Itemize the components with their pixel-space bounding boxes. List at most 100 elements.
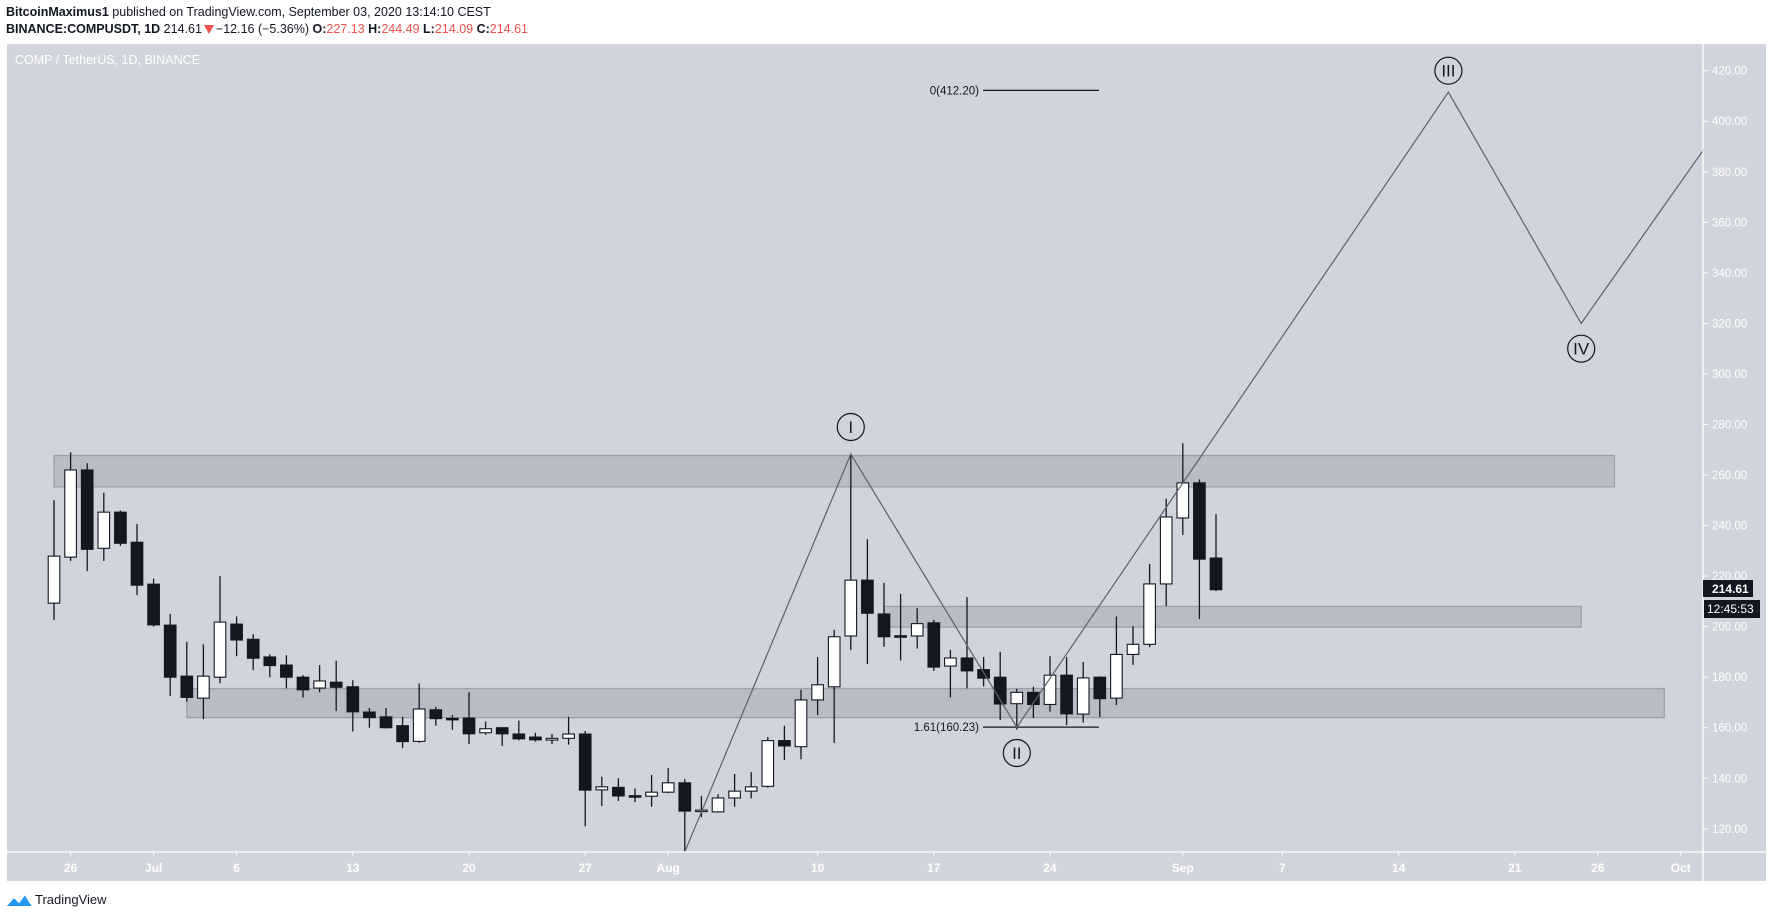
candle bbox=[744, 772, 758, 799]
support-zone-bottom[interactable] bbox=[186, 687, 1665, 719]
time-tick-label: Aug bbox=[657, 861, 680, 875]
candle bbox=[479, 721, 492, 735]
price-tick-label: 120.00 bbox=[1712, 824, 1747, 836]
candle bbox=[877, 582, 891, 647]
price-tick-label: 200.00 bbox=[1712, 622, 1747, 634]
candle bbox=[1010, 688, 1024, 730]
candle bbox=[529, 732, 542, 742]
candle bbox=[628, 788, 642, 803]
time-tick-label: 17 bbox=[927, 861, 941, 875]
fib-layer: 0(412.20) 1.61(160.23) bbox=[914, 85, 1099, 734]
tradingview-logo-icon bbox=[6, 892, 32, 906]
wave-label-ii[interactable]: II bbox=[1002, 738, 1031, 768]
price-tick-label: 280.00 bbox=[1712, 419, 1747, 431]
high-label: H: bbox=[368, 22, 382, 36]
time-axis[interactable]: 26 Jul 6 13 20 27 Aug 10 17 24 Sep 7 14 21 26 Oct bbox=[64, 852, 1691, 875]
elliott-wave-path[interactable] bbox=[684, 91, 1705, 853]
resistance-zone-top[interactable] bbox=[53, 454, 1616, 488]
candle bbox=[960, 597, 974, 689]
open-value: 227.13 bbox=[326, 22, 365, 36]
candle bbox=[1093, 676, 1107, 718]
wave-label-iv[interactable]: IV bbox=[1567, 334, 1596, 363]
svg-text:II: II bbox=[1012, 744, 1021, 763]
candle bbox=[296, 675, 310, 698]
candle bbox=[346, 680, 360, 732]
candle bbox=[1076, 662, 1090, 723]
candle bbox=[163, 614, 177, 696]
candle bbox=[545, 734, 559, 745]
svg-text:12:45:53: 12:45:53 bbox=[1707, 602, 1754, 616]
candle bbox=[246, 634, 260, 671]
price-tick-label: 260.00 bbox=[1712, 470, 1747, 482]
author-name[interactable]: BitcoinMaximus1 bbox=[6, 5, 109, 19]
high-value: 244.49 bbox=[381, 22, 420, 36]
candle bbox=[64, 452, 77, 561]
time-tick-label: 6 bbox=[233, 861, 240, 875]
candle bbox=[612, 778, 625, 802]
candle bbox=[578, 731, 592, 827]
low-value: 214.09 bbox=[434, 22, 474, 36]
candle bbox=[910, 608, 924, 649]
candle bbox=[1159, 498, 1173, 607]
price-tick-label: 140.00 bbox=[1712, 773, 1747, 785]
price-change: −12.16 (−5.36%) bbox=[215, 22, 310, 36]
candle bbox=[213, 576, 227, 684]
candle bbox=[661, 768, 675, 794]
close-value: 214.61 bbox=[489, 22, 529, 36]
price-tick-label: 380.00 bbox=[1712, 167, 1747, 179]
price-tick-label: 420.00 bbox=[1712, 66, 1747, 78]
time-tick-label: 20 bbox=[462, 861, 476, 875]
fib-level-label: 0(412.20) bbox=[930, 85, 979, 97]
candle bbox=[379, 708, 393, 729]
time-tick-label: 24 bbox=[1043, 861, 1057, 875]
candle bbox=[1126, 626, 1140, 666]
candle bbox=[47, 500, 61, 620]
svg-text:214.61: 214.61 bbox=[1712, 582, 1749, 596]
publish-info: BitcoinMaximus1 published on TradingView… bbox=[6, 5, 491, 19]
candle bbox=[844, 454, 858, 650]
wave-label-i[interactable]: I bbox=[836, 412, 865, 442]
time-tick-label: 7 bbox=[1279, 861, 1286, 875]
price-tick-label: 320.00 bbox=[1712, 318, 1747, 330]
candle bbox=[728, 773, 741, 807]
candle bbox=[1193, 479, 1206, 620]
candle bbox=[197, 644, 210, 720]
candle bbox=[794, 689, 808, 760]
time-tick-label: Jul bbox=[145, 861, 162, 875]
candle bbox=[595, 776, 609, 807]
low-label: L: bbox=[423, 22, 435, 36]
candle bbox=[811, 656, 824, 716]
price-tick-label: 180.00 bbox=[1712, 672, 1747, 684]
candle bbox=[711, 794, 725, 813]
price-tick-label: 240.00 bbox=[1712, 521, 1747, 533]
candle bbox=[396, 716, 409, 748]
candle bbox=[944, 649, 957, 698]
price-tick-label: 340.00 bbox=[1712, 268, 1747, 280]
candle bbox=[230, 616, 243, 657]
candle bbox=[894, 593, 907, 661]
candle bbox=[827, 629, 841, 743]
candle bbox=[645, 774, 658, 807]
price-tick-label: 160.00 bbox=[1712, 723, 1747, 735]
time-tick-label: 26 bbox=[1591, 861, 1605, 875]
candle bbox=[180, 641, 194, 702]
candle bbox=[927, 619, 941, 671]
price-tick-label: 300.00 bbox=[1712, 369, 1747, 381]
candle bbox=[1043, 656, 1057, 712]
candle bbox=[1143, 563, 1156, 648]
svg-text:III: III bbox=[1441, 62, 1455, 81]
chart-legend: COMP / TetherUS, 1D, BINANCE bbox=[15, 53, 200, 67]
candle bbox=[446, 715, 459, 730]
price-tick-label: 360.00 bbox=[1712, 217, 1747, 229]
tradingview-brand[interactable]: TradingView bbox=[6, 891, 107, 907]
candle bbox=[429, 706, 443, 726]
time-tick-label: Oct bbox=[1671, 861, 1691, 875]
time-tick-label: 26 bbox=[64, 861, 78, 875]
candle bbox=[130, 524, 144, 596]
candle bbox=[80, 463, 94, 572]
candle bbox=[97, 492, 111, 561]
wave-label-iii[interactable]: III bbox=[1434, 56, 1463, 85]
support-zone-middle[interactable] bbox=[883, 605, 1582, 628]
down-triangle-icon bbox=[203, 25, 214, 34]
